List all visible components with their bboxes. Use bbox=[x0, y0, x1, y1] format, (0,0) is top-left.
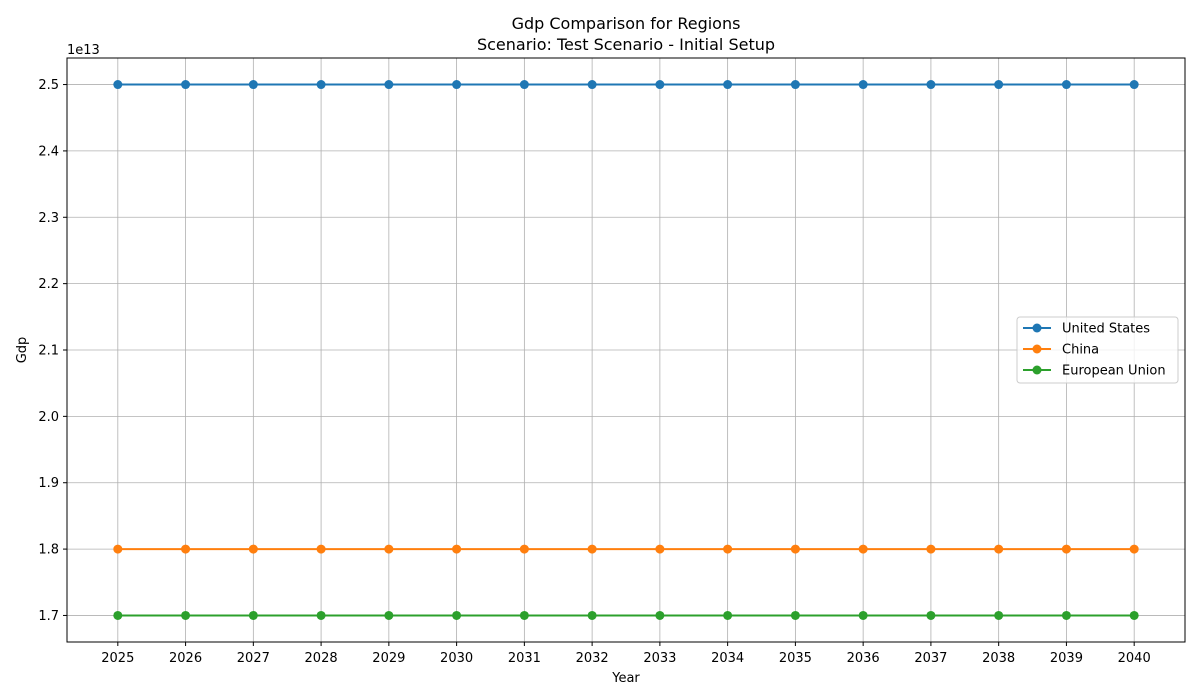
data-point-united-states bbox=[181, 80, 191, 90]
chart-title: Gdp Comparison for Regions bbox=[512, 14, 741, 33]
x-tick-label: 2039 bbox=[1050, 651, 1083, 666]
data-point-european-union bbox=[452, 610, 462, 620]
x-tick-label: 2031 bbox=[508, 651, 541, 666]
data-point-china bbox=[113, 544, 123, 554]
data-point-united-states bbox=[858, 80, 868, 90]
data-point-european-union bbox=[248, 610, 258, 620]
series-european-union bbox=[113, 610, 1139, 620]
legend-item-european-union: European Union bbox=[1023, 364, 1166, 379]
legend-label: European Union bbox=[1062, 364, 1166, 379]
chart-subtitle: Scenario: Test Scenario - Initial Setup bbox=[477, 35, 775, 54]
data-point-china bbox=[858, 544, 868, 554]
legend-label: United States bbox=[1062, 322, 1150, 337]
x-tick-label: 2035 bbox=[779, 651, 812, 666]
legend-box bbox=[1016, 316, 1179, 384]
data-point-european-union bbox=[790, 610, 800, 620]
data-point-european-union bbox=[113, 610, 123, 620]
series-china bbox=[113, 544, 1139, 554]
x-tick-label: 2040 bbox=[1118, 651, 1151, 666]
series-group bbox=[113, 80, 1139, 620]
x-tick-label: 2029 bbox=[372, 651, 405, 666]
y-axis-label: Gdp bbox=[15, 337, 30, 364]
data-point-european-union bbox=[926, 610, 936, 620]
legend-swatch-marker bbox=[1032, 344, 1042, 354]
data-point-china bbox=[1061, 544, 1071, 554]
data-point-united-states bbox=[384, 80, 394, 90]
data-point-china bbox=[723, 544, 733, 554]
data-point-china bbox=[1129, 544, 1139, 554]
data-point-united-states bbox=[723, 80, 733, 90]
data-point-european-union bbox=[858, 610, 868, 620]
data-point-european-union bbox=[723, 610, 733, 620]
data-point-united-states bbox=[655, 80, 665, 90]
x-tick-label: 2026 bbox=[169, 651, 202, 666]
data-point-european-union bbox=[655, 610, 665, 620]
y-tick-label: 1.9 bbox=[38, 476, 59, 491]
data-point-united-states bbox=[248, 80, 258, 90]
data-point-european-union bbox=[519, 610, 529, 620]
legend-swatch-marker bbox=[1032, 323, 1042, 333]
y-tick-label: 1.7 bbox=[38, 609, 59, 624]
x-axis-label: Year bbox=[611, 671, 640, 686]
legend-swatch-marker bbox=[1032, 365, 1042, 375]
x-tick-label: 2033 bbox=[643, 651, 676, 666]
y-tick-label: 1.8 bbox=[38, 543, 59, 558]
data-point-china bbox=[926, 544, 936, 554]
series-united-states bbox=[113, 80, 1139, 90]
y-tick-label: 2.3 bbox=[38, 211, 59, 226]
data-point-united-states bbox=[1129, 80, 1139, 90]
data-point-china bbox=[587, 544, 597, 554]
legend-item-united-states: United States bbox=[1023, 322, 1150, 337]
axis-ticks: 2025 2026 2027 2028 2029 2030 2031 2032 2033 2034… bbox=[38, 78, 1150, 666]
data-point-china bbox=[994, 544, 1004, 554]
data-point-european-union bbox=[181, 610, 191, 620]
y-tick-label: 2.4 bbox=[38, 144, 59, 159]
data-point-european-union bbox=[994, 610, 1004, 620]
data-point-china bbox=[519, 544, 529, 554]
data-point-china bbox=[248, 544, 258, 554]
x-tick-label: 2032 bbox=[576, 651, 609, 666]
data-point-china bbox=[452, 544, 462, 554]
data-point-china bbox=[384, 544, 394, 554]
data-point-united-states bbox=[1061, 80, 1071, 90]
x-tick-label: 2034 bbox=[711, 651, 744, 666]
legend: United States China European Union bbox=[1016, 316, 1179, 384]
data-point-china bbox=[316, 544, 326, 554]
x-tick-label: 2038 bbox=[982, 651, 1015, 666]
y-tick-label: 2.1 bbox=[38, 344, 59, 359]
data-point-united-states bbox=[994, 80, 1004, 90]
data-point-united-states bbox=[316, 80, 326, 90]
y-tick-label: 2.5 bbox=[38, 78, 59, 93]
data-point-european-union bbox=[1129, 610, 1139, 620]
data-point-european-union bbox=[587, 610, 597, 620]
data-point-united-states bbox=[926, 80, 936, 90]
y-offset-label: 1e13 bbox=[67, 43, 100, 58]
y-tick-label: 2.0 bbox=[38, 410, 59, 425]
data-point-united-states bbox=[113, 80, 123, 90]
data-point-european-union bbox=[316, 610, 326, 620]
data-point-european-union bbox=[384, 610, 394, 620]
data-point-china bbox=[790, 544, 800, 554]
legend-label: China bbox=[1062, 343, 1099, 358]
data-point-european-union bbox=[1061, 610, 1071, 620]
x-tick-label: 2028 bbox=[305, 651, 338, 666]
x-tick-label: 2037 bbox=[914, 651, 947, 666]
data-point-china bbox=[181, 544, 191, 554]
x-tick-label: 2030 bbox=[440, 651, 473, 666]
data-point-united-states bbox=[587, 80, 597, 90]
data-point-united-states bbox=[452, 80, 462, 90]
x-tick-label: 2036 bbox=[847, 651, 880, 666]
data-point-united-states bbox=[790, 80, 800, 90]
x-tick-label: 2027 bbox=[237, 651, 270, 666]
legend-item-china: China bbox=[1023, 343, 1099, 358]
x-tick-label: 2025 bbox=[101, 651, 134, 666]
y-tick-label: 2.2 bbox=[38, 277, 59, 292]
data-point-china bbox=[655, 544, 665, 554]
data-point-united-states bbox=[519, 80, 529, 90]
